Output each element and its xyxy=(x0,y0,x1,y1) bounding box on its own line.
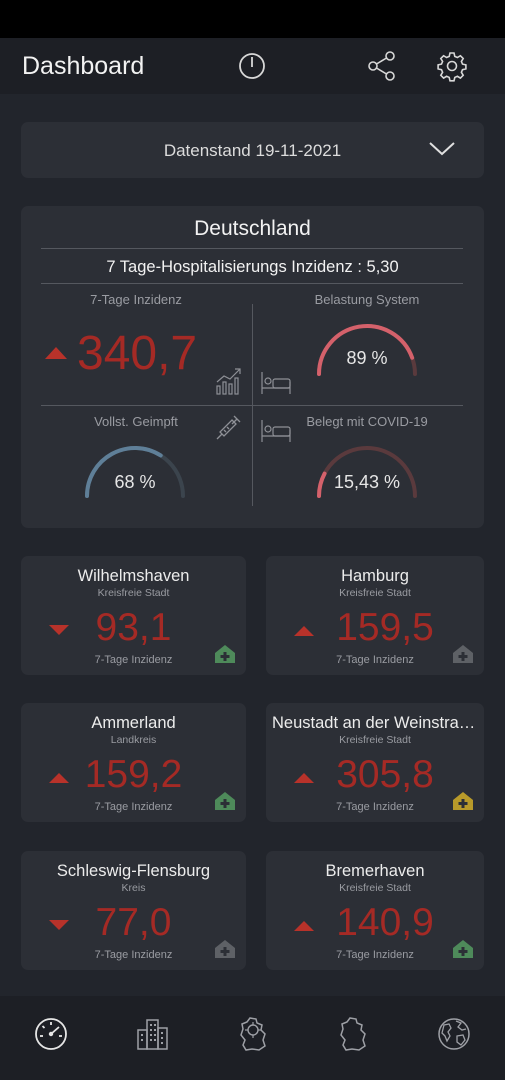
hospitalization-incidence: 7 Tage-Hospitalisierungs Inzidenz : 5,30 xyxy=(106,258,399,276)
hospital-icon xyxy=(215,792,235,810)
city-incidence-value: 93,1 xyxy=(95,606,172,649)
gear-icon[interactable] xyxy=(436,50,468,82)
city-incidence-value: 140,9 xyxy=(336,901,434,944)
system-load-value: 89 % xyxy=(346,348,388,368)
covid-beds-value: 15,43 % xyxy=(333,472,401,492)
hospital-icon xyxy=(453,645,473,663)
city-incidence-value: 159,2 xyxy=(84,753,183,796)
city-type: Kreis xyxy=(121,882,146,894)
trend-chart-icon xyxy=(216,368,241,395)
divider xyxy=(41,405,463,406)
city-name: Bremerhaven xyxy=(325,862,425,880)
city-incidence-label: 7-Tage Inzidenz xyxy=(336,801,414,813)
incidence-value: 340,7 xyxy=(77,327,198,380)
trend-up-icon xyxy=(45,347,67,359)
city-name: Hamburg xyxy=(341,567,409,585)
city-type: Kreisfreie Stadt xyxy=(97,587,170,599)
system-load-label: Belastung System xyxy=(314,292,420,307)
hospital-icon xyxy=(215,940,235,958)
city-type: Landkreis xyxy=(110,734,157,746)
share-icon[interactable] xyxy=(366,50,398,82)
germany-map-icon[interactable] xyxy=(335,1016,371,1052)
germany-virus-icon[interactable] xyxy=(235,1016,271,1052)
covid-beds-gauge: 15,43 % xyxy=(315,440,419,500)
gauge-fill xyxy=(317,324,415,376)
date-select[interactable]: Datenstand 19-11-2021 xyxy=(21,122,484,178)
covid-beds-label: Belegt mit COVID-19 xyxy=(306,414,428,429)
city-card[interactable]: Schleswig-Flensburg Kreis 77,0 7-Tage In… xyxy=(21,851,246,970)
germany-title: Deutschland xyxy=(194,217,311,240)
gauge-fill xyxy=(317,471,327,498)
app-bar: Dashboard xyxy=(0,38,505,94)
city-type: Kreisfreie Stadt xyxy=(339,734,411,746)
trend-up-icon xyxy=(294,626,314,636)
vaccinated-label: Vollst. Geimpft xyxy=(94,414,178,429)
city-incidence-value: 77,0 xyxy=(95,901,172,944)
city-card[interactable]: Hamburg Kreisfreie Stadt 159,5 7-Tage In… xyxy=(266,556,484,675)
app-title: Dashboard xyxy=(22,52,145,80)
city-type: Kreisfreie Stadt xyxy=(339,882,411,894)
city-card[interactable]: Ammerland Landkreis 159,2 7-Tage Inziden… xyxy=(21,703,246,822)
bottom-nav xyxy=(0,996,505,1080)
vaccinated-gauge: 68 % xyxy=(83,440,187,500)
city-type: Kreisfreie Stadt xyxy=(339,587,411,599)
hospital-icon xyxy=(453,940,473,958)
vaccinated-value: 68 % xyxy=(114,472,156,492)
city-name: Ammerland xyxy=(91,714,176,732)
city-incidence-label: 7-Tage Inzidenz xyxy=(94,654,173,666)
gauge-fill xyxy=(85,446,163,498)
city-card[interactable]: Wilhelmshaven Kreisfreie Stadt 93,1 7-Ta… xyxy=(21,556,246,675)
hospital-bed-icon xyxy=(261,372,291,394)
city-buildings-icon[interactable] xyxy=(134,1016,170,1052)
date-label: Datenstand 19-11-2021 xyxy=(163,141,342,160)
city-incidence-label: 7-Tage Inzidenz xyxy=(336,949,414,961)
syringe-icon xyxy=(216,415,241,440)
power-icon[interactable] xyxy=(236,50,268,82)
trend-up-icon xyxy=(49,773,69,783)
speedometer-icon[interactable] xyxy=(33,1016,69,1052)
city-name: Schleswig-Flensburg xyxy=(56,862,211,880)
divider xyxy=(41,248,463,249)
germany-card[interactable]: Deutschland 7 Tage-Hospitalisierungs Inz… xyxy=(21,206,484,528)
incidence-label: 7-Tage Inzidenz xyxy=(90,292,182,307)
system-load-gauge: 89 % xyxy=(315,318,419,378)
city-incidence-value: 305,8 xyxy=(336,753,434,796)
city-name: Wilhelmshaven xyxy=(77,567,190,585)
trend-down-icon xyxy=(49,920,69,930)
city-incidence-value: 159,5 xyxy=(336,606,434,649)
globe-icon[interactable] xyxy=(436,1016,472,1052)
status-bar xyxy=(0,0,505,38)
trend-down-icon xyxy=(49,625,69,635)
hospital-bed-icon xyxy=(261,420,291,442)
trend-up-icon xyxy=(294,921,314,931)
hospital-icon xyxy=(453,792,473,810)
city-card[interactable]: Bremerhaven Kreisfreie Stadt 140,9 7-Tag… xyxy=(266,851,484,970)
hospital-icon xyxy=(215,645,235,663)
chevron-down-icon xyxy=(429,142,455,156)
divider xyxy=(41,283,463,284)
city-incidence-label: 7-Tage Inzidenz xyxy=(94,949,173,961)
city-name: Neustadt an der Weinstraße xyxy=(272,714,478,732)
city-incidence-label: 7-Tage Inzidenz xyxy=(336,654,414,666)
trend-up-icon xyxy=(294,773,314,783)
city-incidence-label: 7-Tage Inzidenz xyxy=(94,801,173,813)
city-card[interactable]: Neustadt an der Weinstraße Kreisfreie St… xyxy=(266,703,484,822)
